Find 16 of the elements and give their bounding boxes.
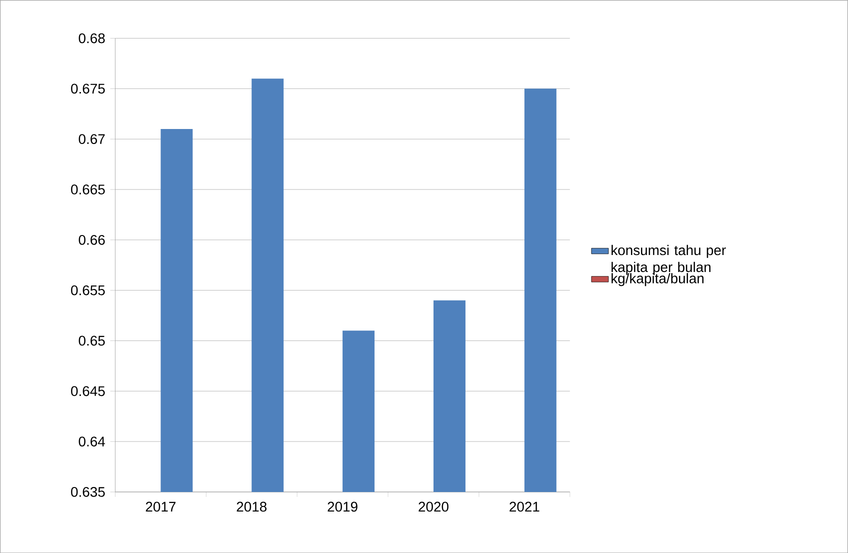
y-tick-label: 0.68 [78, 33, 105, 44]
y-tick-label: 0.67 [78, 134, 105, 144]
y-tick-label: 0.665 [71, 184, 105, 194]
x-tick-label: 2018 [236, 502, 267, 512]
y-tick-label: 0.645 [71, 386, 105, 396]
y-tick-label: 0.64 [78, 436, 105, 446]
y-tick-label: 0.675 [71, 84, 105, 94]
x-tick-label: 2020 [418, 502, 448, 512]
x-tick-label: 2017 [146, 502, 176, 512]
legend-label: kg/kapita/bulan [612, 273, 704, 286]
y-tick-label: 0.635 [71, 486, 105, 497]
y-tick-label: 0.65 [78, 336, 105, 346]
y-tick-label: 0.655 [71, 285, 105, 296]
x-tick-label: 2019 [328, 502, 358, 512]
y-tick-label: 0.66 [78, 234, 105, 245]
x-tick-label: 2021 [510, 502, 540, 512]
